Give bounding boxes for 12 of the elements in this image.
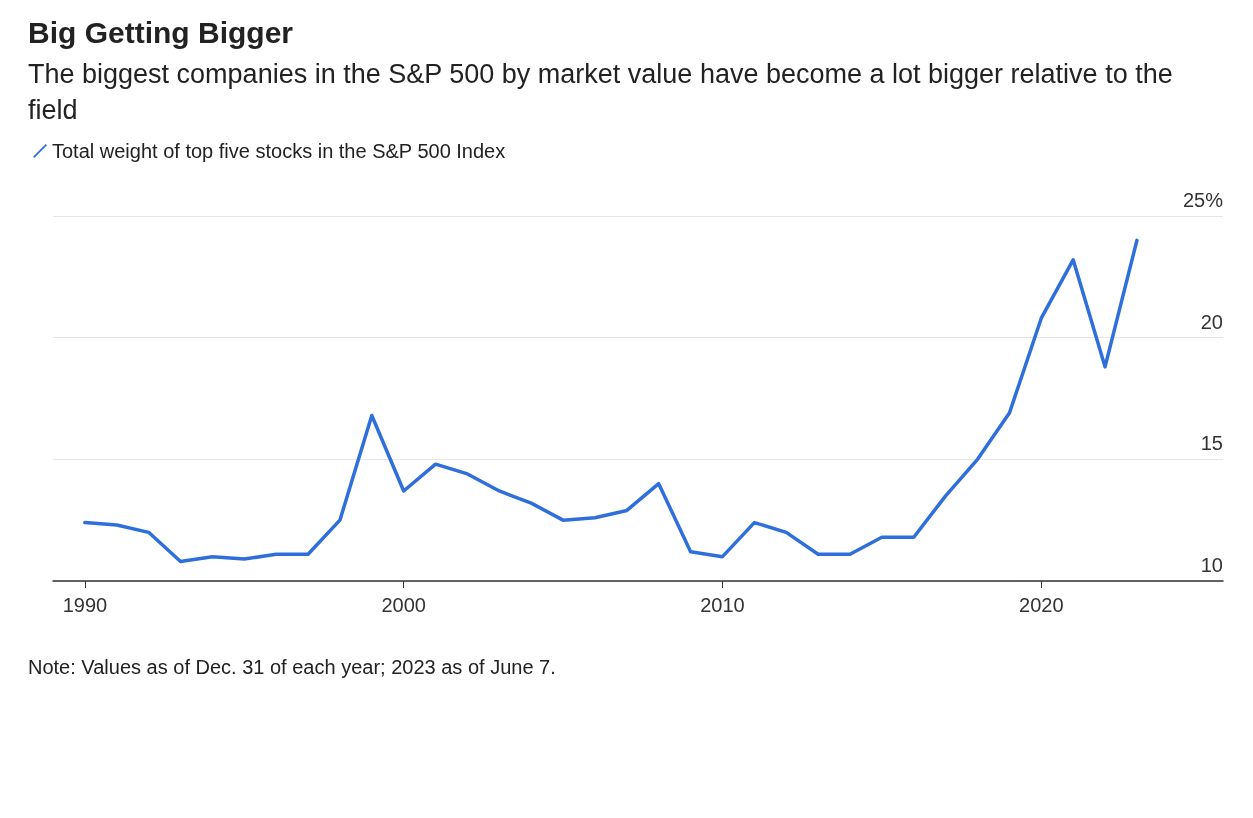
- y-tick-label: 10: [1200, 554, 1223, 576]
- y-tick-label: 15: [1200, 432, 1223, 455]
- x-tick-label: 2020: [1019, 594, 1064, 616]
- x-tick-label: 2000: [381, 594, 426, 616]
- y-tick-label: 25%: [1182, 189, 1224, 211]
- x-tick-label: 1990: [62, 594, 108, 616]
- chart-subtitle: The biggest companies in the S&P 500 by market value have become a lot bigger relative to the field: [28, 58, 1174, 127]
- x-tick-label: 2010: [700, 594, 745, 616]
- y-tick-label: 20: [1200, 310, 1223, 333]
- chart-title: Big Getting Bigger: [28, 16, 294, 50]
- text: Note: Values as of Dec. 31 of each year; 2023 as of June 7.: [28, 655, 557, 680]
- legend-label: Total weight of top five stocks in the S&P 500 Index: [52, 140, 506, 162]
